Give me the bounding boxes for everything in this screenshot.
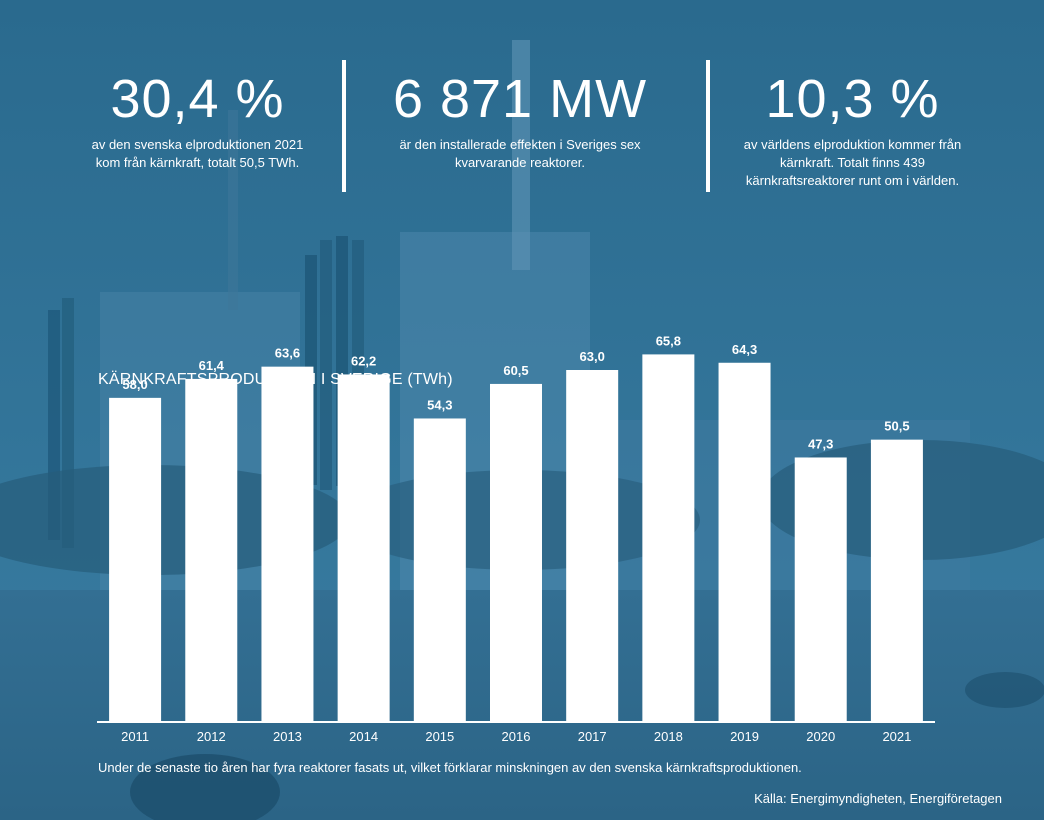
chart-footnote: Under de senaste tio åren har fyra reakt… [98, 760, 802, 775]
stat-value: 30,4 % [110, 69, 285, 129]
x-tick-label-2014: 2014 [349, 729, 378, 744]
bar-2016 [490, 383, 542, 721]
bar-2015 [413, 418, 466, 721]
bar-2017 [566, 370, 619, 721]
value-label-2020: 47,3 [808, 436, 833, 451]
value-label-2019: 64,3 [732, 342, 757, 357]
x-tick-label-2019: 2019 [730, 729, 759, 744]
stat-installed-capacity: 6 871 MW är den installerade effekten i … [385, 72, 655, 172]
value-label-2015: 54,3 [427, 397, 452, 412]
stat-nuclear-share-world: 10,3 % av världens elproduktion kommer f… [735, 72, 970, 190]
x-tick-label-2020: 2020 [806, 729, 835, 744]
stat-description: av den svenska elproduktionen 2021 kom f… [91, 137, 304, 170]
value-label-2014: 62,2 [351, 353, 376, 368]
x-tick-label-2016: 2016 [502, 729, 531, 744]
stat-nuclear-share-sweden: 30,4 % av den svenska elproduktionen 202… [80, 72, 315, 172]
x-tick-label-2012: 2012 [197, 729, 226, 744]
source-note: Källa: Energimyndigheten, Energiföretage… [754, 791, 1002, 806]
x-tick-label-2011: 2011 [121, 729, 149, 744]
value-label-2018: 65,8 [656, 333, 681, 348]
x-tick-label-2018: 2018 [654, 729, 683, 744]
x-tick-label-2015: 2015 [425, 729, 454, 744]
bar-2014 [337, 374, 390, 721]
stat-description: av världens elproduktion kommer från kär… [743, 137, 962, 188]
stat-value: 10,3 % [765, 69, 940, 129]
bar-2020 [794, 457, 847, 721]
bar-2011 [109, 397, 162, 721]
divider [342, 60, 346, 192]
stat-description: är den installerade effekten i Sveriges … [399, 137, 641, 170]
value-label-2012: 61,4 [199, 358, 225, 373]
value-label-2016: 60,5 [503, 363, 528, 378]
x-tick-label-2017: 2017 [578, 729, 607, 744]
bar-2018 [642, 354, 695, 721]
stat-value: 6 871 MW [392, 69, 648, 129]
value-label-2013: 63,6 [275, 346, 300, 361]
value-label-2021: 50,5 [884, 419, 909, 434]
bar-2021 [870, 439, 923, 721]
value-label-2011: 58,0 [122, 377, 147, 392]
divider [706, 60, 710, 192]
bar-2013 [261, 366, 314, 721]
x-tick-label-2013: 2013 [273, 729, 302, 744]
x-tick-label-2021: 2021 [882, 729, 911, 744]
bar-2019 [718, 362, 771, 721]
value-label-2017: 63,0 [580, 349, 605, 364]
bar-2012 [185, 378, 238, 721]
